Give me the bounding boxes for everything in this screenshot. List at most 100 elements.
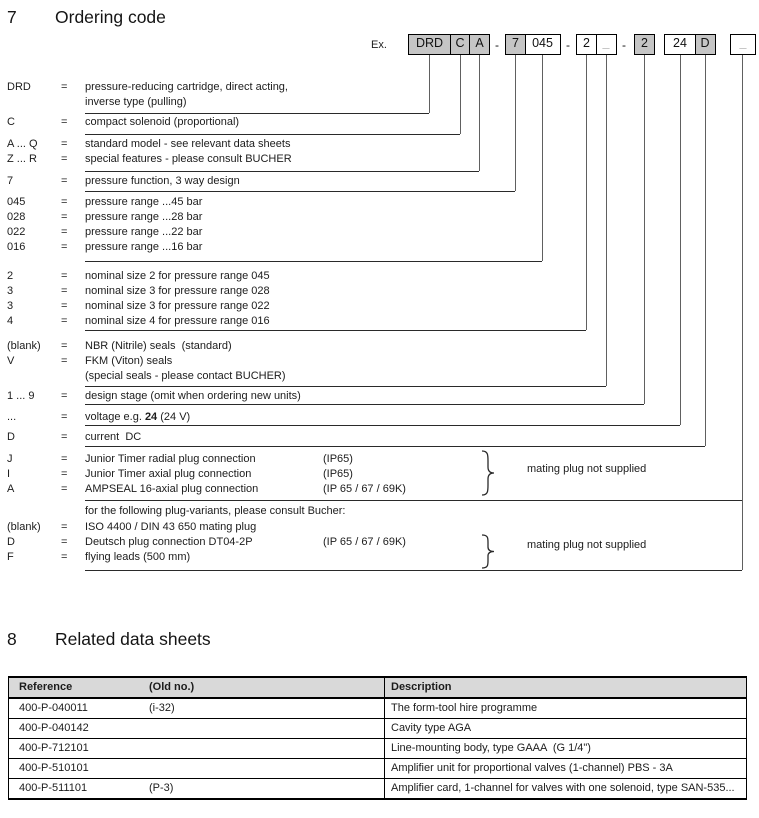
group-underline — [85, 404, 644, 405]
connector-line-current — [705, 55, 706, 446]
column-divider — [384, 698, 385, 719]
ordering-row: 7 = pressure function, 3 way design — [0, 175, 759, 188]
ordering-row: 028 = pressure range ...28 bar — [0, 211, 759, 224]
reference-cell: 400-P-040142 — [19, 722, 89, 734]
code-value: A — [7, 483, 15, 495]
code-description: nominal size 3 for pressure range 022 — [85, 300, 270, 312]
code-description: nominal size 4 for pressure range 016 — [85, 315, 270, 327]
ordering-row: 045 = pressure range ...45 bar — [0, 196, 759, 209]
group-underline — [85, 261, 542, 262]
equals-sign: = — [61, 521, 68, 533]
ordering-row: for the following plug-variants, please … — [0, 505, 759, 518]
reference-cell: 400-P-040011 — [19, 702, 88, 714]
code-value: V — [7, 355, 15, 367]
code-description: FKM (Viton) seals — [85, 355, 173, 367]
connector-line-design-stage — [644, 55, 645, 404]
header-old-no: (Old no.) — [149, 681, 195, 693]
ip-rating: (IP65) — [323, 453, 353, 465]
ordering-row: 016 = pressure range ...16 bar — [0, 241, 759, 254]
equals-sign: = — [61, 138, 68, 150]
code-value: 2 — [7, 270, 14, 282]
column-divider — [384, 677, 385, 698]
code-value: 045 — [7, 196, 26, 208]
group-underline — [85, 330, 586, 331]
code-box-current: D — [694, 34, 716, 55]
code-value: 016 — [7, 241, 26, 253]
description-cell: Line-mounting body, type GAAA (G 1/4") — [391, 742, 591, 754]
ip-rating: (IP 65 / 67 / 69K) — [323, 483, 406, 495]
ordering-row: 3 = nominal size 3 for pressure range 022 — [0, 300, 759, 313]
code-separator-dash: - — [495, 38, 499, 52]
code-box-voltage: 24 — [664, 34, 696, 55]
header-reference: Reference — [19, 681, 73, 693]
column-divider — [384, 778, 385, 799]
code-description: Junior Timer radial plug connection — [85, 453, 256, 465]
group-underline — [85, 113, 429, 114]
mating-plug-note-2: mating plug not supplied — [527, 539, 647, 551]
code-description: pressure range ...16 bar — [85, 241, 203, 253]
code-value: 1 ... 9 — [7, 390, 35, 402]
code-description: nominal size 3 for pressure range 028 — [85, 285, 270, 297]
equals-sign: = — [61, 300, 68, 312]
equals-sign: = — [61, 285, 68, 297]
connector-line-drd — [429, 55, 430, 113]
group-underline — [85, 191, 515, 192]
description-cell: Amplifier unit for proportional valves (… — [391, 762, 673, 774]
connector-line-c — [460, 55, 461, 134]
code-value: 3 — [7, 285, 14, 297]
ordering-row: A = AMPSEAL 16-axial plug connection (IP 65… — [0, 483, 759, 496]
group-underline — [85, 446, 705, 447]
ordering-row: DRD = pressure-reducing cartridge, direct … — [0, 81, 759, 94]
code-value: ... — [7, 411, 17, 423]
connector-line-size — [586, 55, 587, 330]
equals-sign: = — [61, 175, 68, 187]
code-value: DRD — [7, 81, 31, 93]
reference-cell: 400-P-510101 — [19, 762, 89, 774]
code-value: 7 — [7, 175, 14, 187]
ordering-row: (special seals - please contact BUCHER) — [0, 370, 759, 383]
description-cell: Cavity type AGA — [391, 722, 472, 734]
code-value: D — [7, 431, 15, 443]
voltage-example-value: 24 — [144, 411, 158, 423]
code-description: pressure range ...45 bar — [85, 196, 203, 208]
equals-sign: = — [61, 153, 68, 165]
equals-sign: = — [61, 355, 68, 367]
code-description: pressure range ...28 bar — [85, 211, 203, 223]
group-underline — [85, 171, 479, 172]
code-description: inverse type (pulling) — [85, 96, 187, 108]
brace-icon — [481, 450, 495, 496]
equals-sign: = — [61, 211, 68, 223]
ip-rating: (IP65) — [323, 468, 353, 480]
ordering-row: J = Junior Timer radial plug connection (IP… — [0, 453, 759, 466]
code-separator-dash: - — [622, 38, 626, 52]
code-value: 022 — [7, 226, 26, 238]
mating-plug-note-1: mating plug not supplied — [527, 463, 647, 475]
group-underline — [85, 500, 742, 501]
ordering-row: 022 = pressure range ...22 bar — [0, 226, 759, 239]
code-description: pressure range ...22 bar — [85, 226, 203, 238]
code-value: 3 — [7, 300, 14, 312]
code-value: D — [7, 536, 15, 548]
ordering-row: (blank) = NBR (Nitrile) seals (standard) — [0, 340, 759, 353]
equals-sign: = — [61, 226, 68, 238]
brace-icon — [481, 534, 495, 569]
code-box-drd: DRD — [408, 34, 451, 55]
code-value: I — [7, 468, 11, 480]
equals-sign: = — [61, 536, 68, 548]
ordering-row: I = Junior Timer axial plug connection (IP6… — [0, 468, 759, 481]
description-cell: The form-tool hire programme — [391, 702, 538, 714]
old-no-cell: (i-32) — [149, 702, 175, 714]
group-underline — [85, 570, 742, 571]
equals-sign: = — [61, 340, 68, 352]
voltage-text-post: (24 V) — [157, 411, 191, 423]
related-data-sheets-table: Reference (Old no.) Description 400-P-04… — [8, 676, 747, 800]
equals-sign: = — [61, 241, 68, 253]
table-row: 400-P-040011 (i-32) The form-tool hire p… — [9, 698, 746, 719]
connector-line-a — [479, 55, 480, 171]
code-value: C — [7, 116, 15, 128]
connector-line-voltage — [680, 55, 681, 425]
header-description: Description — [391, 681, 452, 693]
column-divider — [384, 738, 385, 759]
code-value: 4 — [7, 315, 14, 327]
